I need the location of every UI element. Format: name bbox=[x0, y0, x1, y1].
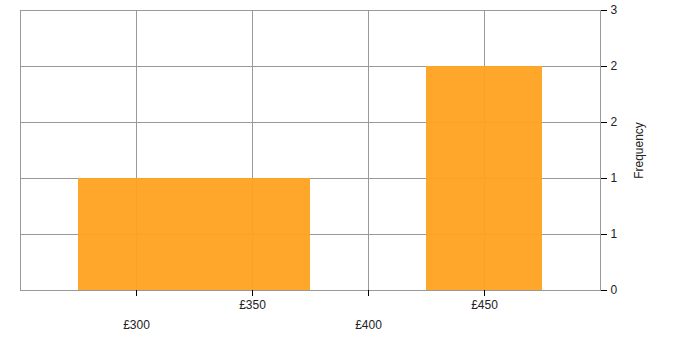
svg-text:0: 0 bbox=[611, 283, 618, 297]
svg-text:2: 2 bbox=[611, 59, 618, 73]
svg-text:3: 3 bbox=[611, 3, 618, 17]
svg-text:£400: £400 bbox=[355, 318, 382, 332]
svg-text:£350: £350 bbox=[239, 298, 266, 312]
svg-text:£300: £300 bbox=[123, 318, 150, 332]
svg-text:Frequency: Frequency bbox=[632, 122, 646, 179]
svg-text:£450: £450 bbox=[471, 298, 498, 312]
svg-text:1: 1 bbox=[611, 171, 618, 185]
svg-text:2: 2 bbox=[611, 115, 618, 129]
svg-text:1: 1 bbox=[611, 227, 618, 241]
